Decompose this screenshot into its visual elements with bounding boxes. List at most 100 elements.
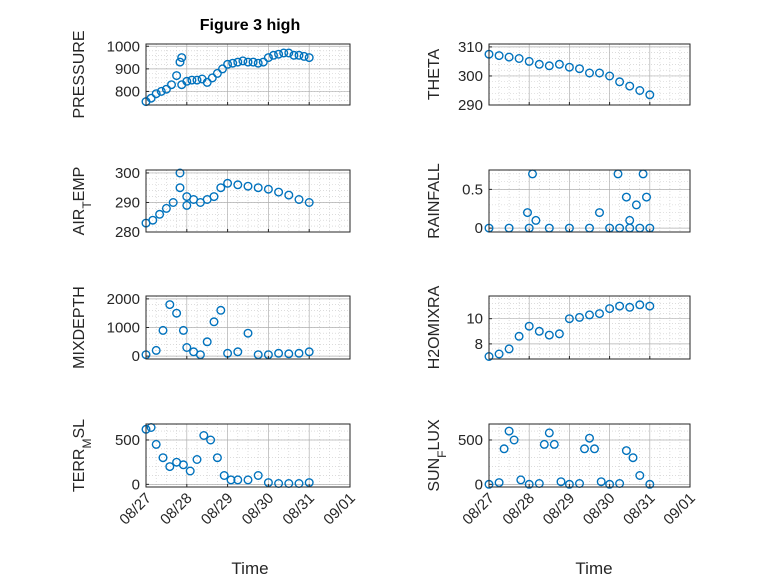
y-tick-label: 280: [115, 224, 140, 241]
data-point: [304, 53, 314, 63]
data-point: [516, 475, 526, 485]
data-point: [178, 460, 188, 470]
y-tick-label: 10: [466, 311, 483, 328]
data-point: [504, 426, 514, 436]
data-point: [233, 347, 243, 357]
data-point: [534, 326, 544, 336]
data-point: [192, 455, 202, 465]
data-point: [233, 57, 243, 67]
data-point: [556, 477, 566, 487]
subplot-mixdepth: 0 1000 2000 MIXDEPTH: [71, 286, 351, 369]
data-point: [248, 57, 258, 67]
x-tick-label: 08/29: [198, 490, 237, 529]
data-point: [161, 203, 171, 213]
y-tick-label: 0: [132, 348, 140, 365]
x-tick-label: 08/30: [239, 490, 278, 529]
data-point: [165, 300, 175, 310]
data-point: [185, 466, 195, 476]
data-point: [284, 48, 294, 58]
data-point: [274, 348, 284, 358]
data-point: [544, 428, 554, 438]
data-point: [595, 68, 605, 78]
data-point: [564, 62, 574, 72]
data-point: [258, 57, 268, 67]
y-axis-label: AIRTEMP: [71, 167, 94, 236]
y-tick-label: 500: [458, 432, 483, 449]
y-axis-label: THETA: [426, 49, 443, 101]
data-point: [209, 317, 219, 327]
data-point: [182, 343, 192, 353]
axes-box: [488, 423, 691, 488]
data-point: [216, 183, 226, 193]
x-tick-label: 09/01: [660, 490, 699, 529]
data-point: [294, 50, 304, 60]
data-point: [151, 345, 161, 355]
data-point: [631, 200, 641, 210]
data-point: [274, 187, 284, 197]
data-point: [585, 433, 595, 443]
data-point: [243, 475, 253, 485]
y-tick-label: 300: [458, 68, 483, 85]
data-point: [253, 471, 263, 481]
data-point: [585, 310, 595, 320]
data-point: [499, 444, 509, 454]
data-point: [294, 194, 304, 204]
data-point: [304, 197, 314, 207]
y-tick-label: 300: [115, 165, 140, 182]
figure-title: Figure 3 high: [200, 17, 300, 34]
data-point: [223, 178, 233, 188]
x-tick-label: 08/30: [580, 490, 619, 529]
y-tick-label: 0: [132, 476, 140, 493]
y-axis-label: PRESSURE: [71, 30, 88, 118]
data-point: [243, 328, 253, 338]
data-point: [238, 56, 248, 66]
data-point: [585, 68, 595, 78]
data-point: [226, 475, 236, 485]
data-point: [642, 192, 652, 202]
data-point: [223, 59, 233, 69]
data-point: [199, 431, 209, 441]
data-point: [233, 475, 243, 485]
data-point: [605, 304, 615, 314]
x-tick-label: 08/31: [620, 490, 659, 529]
axes-box: [145, 423, 351, 488]
data-point: [625, 215, 635, 225]
data-point: [615, 301, 625, 311]
y-tick-label: 0: [475, 476, 483, 493]
y-tick-label: 900: [115, 61, 140, 78]
data-point: [216, 305, 226, 315]
axes-box: [488, 43, 691, 106]
data-point: [233, 180, 243, 190]
data-point: [148, 215, 158, 225]
data-point: [494, 349, 504, 359]
data-point: [279, 48, 289, 58]
data-point: [243, 181, 253, 191]
y-axis-label: SUNFLUX: [426, 419, 449, 492]
data-point: [202, 77, 212, 87]
data-point: [263, 184, 273, 194]
data-point: [645, 479, 655, 489]
subplot-h2omixra: 8 10 H2OMIXRA: [426, 285, 691, 369]
x-tick-label: 09/01: [320, 490, 359, 529]
data-point: [253, 183, 263, 193]
data-point: [206, 435, 216, 445]
data-point: [635, 300, 645, 310]
axes-box: [488, 169, 691, 233]
subplot-air-t-emp: 280 290 300 AIRTEMP: [71, 165, 351, 241]
y-tick-label: 0.5: [462, 181, 483, 198]
data-point: [554, 59, 564, 69]
axes-box: [145, 43, 351, 106]
x-tick-label: 08/28: [157, 490, 196, 529]
data-point: [243, 57, 253, 67]
data-point: [165, 462, 175, 472]
data-point: [217, 64, 227, 74]
y-tick-label: 290: [115, 194, 140, 211]
x-tick-label: 08/28: [499, 490, 538, 529]
y-tick-label: 1000: [107, 38, 140, 55]
data-point: [219, 471, 229, 481]
data-point: [182, 200, 192, 210]
data-point: [158, 325, 168, 335]
axes-box: [145, 169, 351, 233]
data-point: [172, 71, 182, 81]
